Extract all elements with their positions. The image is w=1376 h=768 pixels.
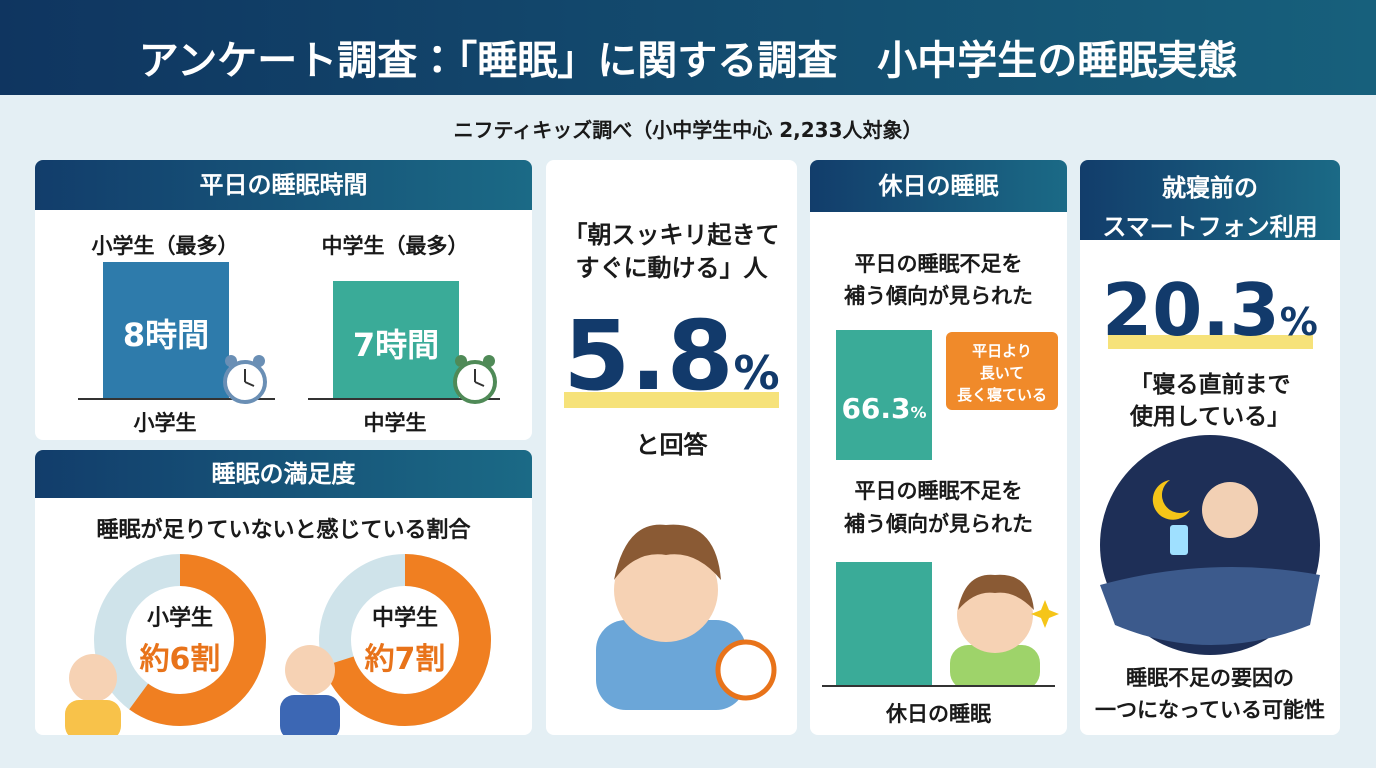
big-value: 20.3% [1080,268,1340,352]
clock-icon [453,355,497,404]
bar-label: 小学生（最多） [91,234,239,258]
donut-group: 小学生 [146,606,213,631]
smartphone-panel: 就寝前の スマートフォン利用 20.3% 「寝る直前まで 使用している」 睡眠不… [1080,160,1340,735]
bar-label: 中学生（最多） [321,234,469,258]
highlight [564,392,779,408]
header-band [0,0,1376,95]
panel-header: 睡眠の満足度 [35,450,532,498]
value: 20.3 [1102,268,1280,352]
callout-line: 平日より [972,342,1032,360]
unit: % [910,403,927,422]
bar-value: 66.3% [836,392,932,425]
bar [103,262,229,398]
callout-line: 長いて [979,364,1025,382]
satisfaction-panel: 睡眠の満足度 睡眠が足りていないと感じている割合 小学生 約6割 中学生 約7割 [35,450,532,735]
donut-value: 約6割 [139,642,221,677]
child-icon [280,695,340,735]
child-icon [285,645,335,695]
holiday-panel: 休日の睡眠 平日の睡眠不足を 補う傾向が見られた 66.3% 平日より 長いて … [810,160,1067,735]
bar [333,281,459,398]
unit: % [733,346,780,400]
bar-value: 7時間 [352,326,440,364]
header-line: スマートフォン利用 [1102,213,1318,241]
footer-line: 睡眠不足の要因の [1126,666,1294,690]
donut-arc [94,554,266,726]
note: と回答 [635,431,708,459]
donut-value: 約7割 [364,642,446,677]
happy-child-illustration [950,574,1059,685]
text-line: 平日の睡眠不足を [854,252,1023,276]
bar-value: 8時間 [122,316,210,354]
highlight [1108,335,1313,349]
value: 5.8 [563,300,734,412]
clock-icon [223,355,267,404]
axis-label: 中学生 [363,411,427,435]
quote-line: すぐに動ける」人 [575,254,768,282]
panel-header: 平日の睡眠時間 [35,160,532,210]
big-value: 5.8% [546,300,797,412]
panel-subtitle: 睡眠が足りていないと感じている割合 [96,518,471,543]
header-line: 就寝前の [1162,174,1258,202]
unit: % [1279,300,1318,344]
callout [946,332,1058,410]
morning-panel: 「朝スッキリ起きて すぐに動ける」人 5.8% と回答 [546,160,797,735]
text-backdrop [830,460,1067,562]
donut-charts [65,554,491,735]
footer-line: 一つになっている可能性 [1095,698,1325,722]
donut-arc [319,554,491,726]
child-icon [69,654,117,702]
baseline [78,398,275,400]
page-title: アンケート調査：「睡眠」に関する調査 小中学生の睡眠実態 [138,38,1238,84]
child-icon [65,700,121,735]
baseline [822,685,1055,687]
value: 66.3 [841,392,911,425]
donut-group: 中学生 [371,606,438,631]
night-illustration [1100,435,1320,655]
page-subtitle: ニフティキッズ調べ（小中学生中心 2,233人対象） [453,118,923,142]
quote-line: 使用している」 [1129,404,1291,430]
panel-header: 休日の睡眠 [810,160,1067,212]
text-line: 補う傾向が見られた [844,512,1033,536]
axis-label: 小学生 [133,411,197,435]
quote-line: 「寝る直前まで [1129,372,1291,398]
callout-line: 長く寝ている [956,386,1047,404]
text-line: 平日の睡眠不足を [854,479,1023,503]
axis-label: 休日の睡眠 [886,702,991,726]
text-line: 補う傾向が見られた [844,284,1033,308]
baseline [308,398,500,400]
quote-line: 「朝スッキリ起きて [563,221,780,249]
tired-child-illustration [596,524,777,710]
weekday-panel: 平日の睡眠時間 小学生（最多） 中学生（最多） 8時間 7時間 小学生 中学生 [35,160,532,440]
panel-header: 就寝前の スマートフォン利用 [1080,160,1340,241]
